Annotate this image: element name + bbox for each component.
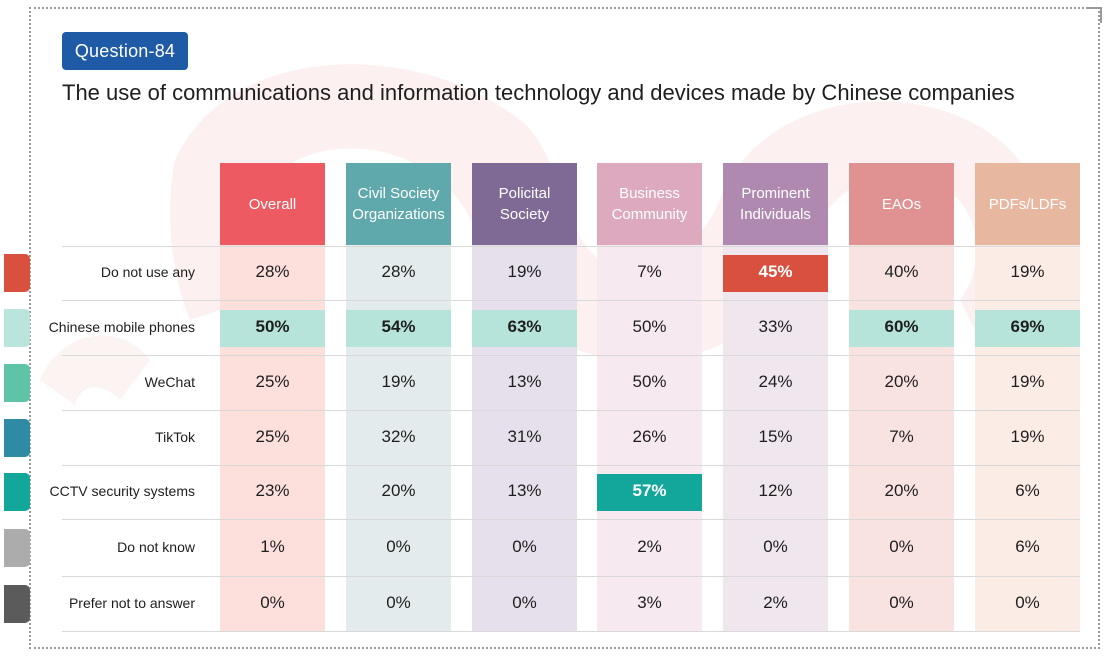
table-cell-value: 19% xyxy=(1010,426,1045,446)
row-divider xyxy=(62,465,1080,466)
table-cell-value: 25% xyxy=(255,371,290,391)
legend-swatch xyxy=(4,418,30,457)
highlight-cell xyxy=(723,255,828,292)
legend-swatch xyxy=(4,584,30,623)
highlight-cell xyxy=(472,309,577,347)
table-cell-value: 0% xyxy=(512,536,537,556)
table-cell-value: 19% xyxy=(507,262,542,281)
table-cell-value: 0% xyxy=(889,592,914,612)
row-label: WeChat xyxy=(144,373,195,390)
table-cell-value: 20% xyxy=(884,481,919,500)
table-cell-value: 7% xyxy=(637,262,662,281)
column-header: Business Community xyxy=(597,163,702,245)
table-cell-value: 60% xyxy=(884,316,919,336)
table-cell-value: 13% xyxy=(507,481,542,500)
table-cell-value: 50% xyxy=(255,316,290,336)
row-divider xyxy=(62,410,1080,411)
column-body-6 xyxy=(975,245,1080,631)
table-cell-value: 26% xyxy=(632,426,667,446)
row-divider xyxy=(62,519,1080,520)
table-cell-value: 2% xyxy=(763,592,788,612)
table-cell-value: 32% xyxy=(381,426,416,446)
row-label: CCTV security systems xyxy=(49,483,195,499)
table-cell-value: 7% xyxy=(889,426,914,446)
column-header: Overall xyxy=(220,163,325,245)
column-header: Policital Society xyxy=(472,163,577,245)
column-body-0 xyxy=(220,245,325,631)
table-cell-value: 40% xyxy=(884,262,919,281)
table-cell-value: 0% xyxy=(386,536,411,556)
column-header: Prominent Individuals xyxy=(723,163,828,245)
legend-swatch xyxy=(4,254,30,292)
table-cell-value: 24% xyxy=(758,371,793,391)
dotted-frame xyxy=(29,7,1100,649)
table-cell-value: 12% xyxy=(758,481,793,500)
column-body-2 xyxy=(472,245,577,631)
table-cell-value: 15% xyxy=(758,426,793,446)
row-divider xyxy=(62,576,1080,577)
legend-swatch xyxy=(4,308,30,347)
column-body-1 xyxy=(346,245,451,631)
row-label: Do not use any xyxy=(100,264,195,280)
table-cell-value: 19% xyxy=(1010,371,1045,391)
row-divider xyxy=(62,246,1080,247)
question-badge: Question-84 xyxy=(62,32,188,70)
table-cell-value: 6% xyxy=(1015,481,1040,500)
table-cell-value: 25% xyxy=(255,426,290,446)
column-header: EAOs xyxy=(849,163,954,245)
table-cell-value: 0% xyxy=(889,536,914,556)
legend-swatch xyxy=(4,473,30,511)
table-cell-value: 3% xyxy=(637,592,662,612)
table-cell-value: 50% xyxy=(632,316,667,336)
row-label: Do not know xyxy=(117,538,195,555)
row-label: Chinese mobile phones xyxy=(48,318,195,335)
row-divider xyxy=(62,355,1080,356)
table-cell-value: 2% xyxy=(637,536,662,556)
table-cell-value: 19% xyxy=(381,371,416,391)
column-body-4 xyxy=(723,245,828,631)
table-cell-value: 28% xyxy=(255,262,290,281)
row-label: Prefer not to answer xyxy=(68,594,195,611)
table-cell-value: 54% xyxy=(381,316,416,336)
column-header: PDFs/LDFs xyxy=(975,163,1080,245)
highlight-cell xyxy=(220,309,325,347)
table-cell-value: 50% xyxy=(632,371,667,391)
frame-corner xyxy=(1086,7,1102,23)
table-cell-value: 0% xyxy=(1015,592,1040,612)
column-body-5 xyxy=(849,245,954,631)
table-cell-value: 20% xyxy=(381,481,416,500)
row-divider xyxy=(62,631,1080,632)
table-cell-value: 23% xyxy=(255,481,290,500)
highlight-cell xyxy=(597,474,702,511)
row-label: TikTok xyxy=(155,428,195,445)
highlight-cell xyxy=(346,309,451,347)
legend-swatch xyxy=(4,363,30,402)
table-cell-value: 0% xyxy=(260,592,285,612)
row-divider xyxy=(62,300,1080,301)
table-cell-value: 0% xyxy=(763,536,788,556)
page-title: The use of communications and informatio… xyxy=(62,80,1015,105)
table-cell-value: 0% xyxy=(512,592,537,612)
table-cell-value: 28% xyxy=(381,262,416,281)
legend-swatch xyxy=(4,528,30,567)
table-cell-value: 33% xyxy=(758,316,793,336)
table-cell-value: 20% xyxy=(884,371,919,391)
table-cell-value: 45% xyxy=(758,262,793,281)
table-cell-value: 63% xyxy=(507,316,542,336)
highlight-cell xyxy=(849,309,954,347)
table-cell-value: 1% xyxy=(260,536,285,556)
table-cell-value: 13% xyxy=(507,371,542,391)
column-header: Civil Society Organizations xyxy=(346,163,451,245)
table-cell-value: 31% xyxy=(507,426,542,446)
column-body-3 xyxy=(597,245,702,631)
table-cell-value: 57% xyxy=(632,481,667,500)
table-cell-value: 69% xyxy=(1010,316,1045,336)
table-cell-value: 6% xyxy=(1015,536,1040,556)
table-cell-value: 19% xyxy=(1010,262,1045,281)
highlight-cell xyxy=(975,309,1080,347)
table-cell-value: 0% xyxy=(386,592,411,612)
